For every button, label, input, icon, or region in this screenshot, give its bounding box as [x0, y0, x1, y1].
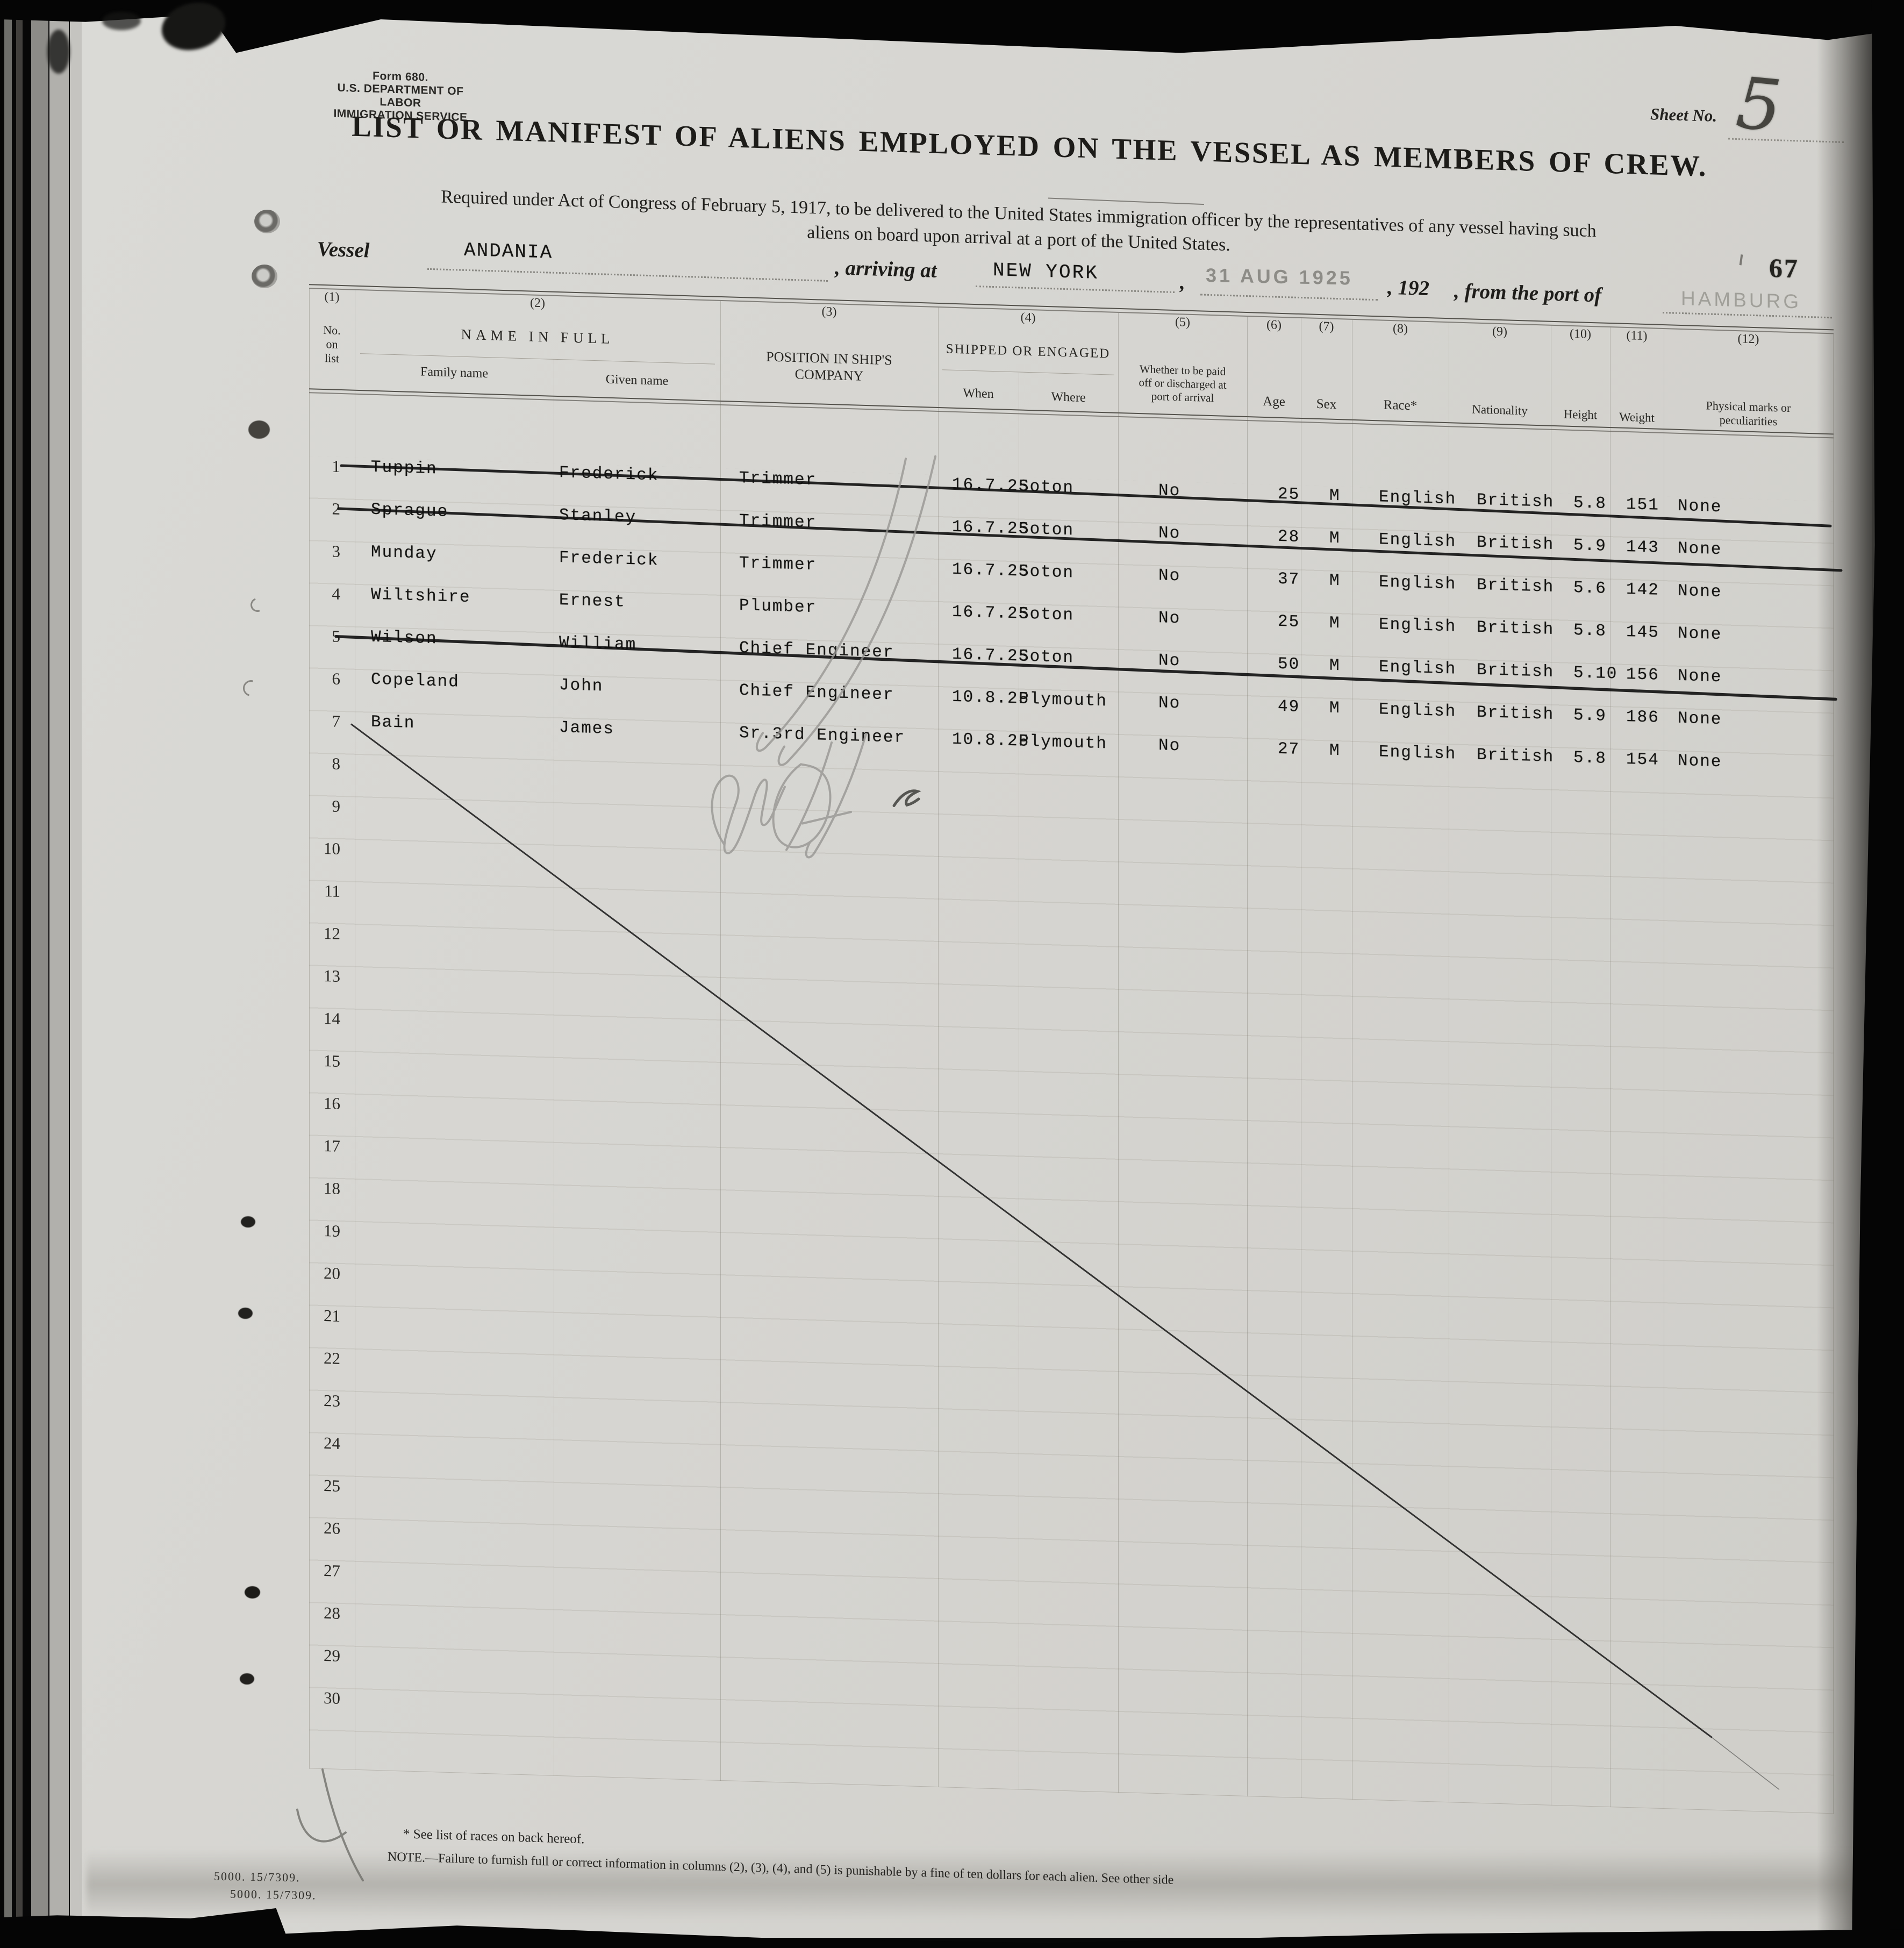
- binder-hole: [238, 1308, 253, 1319]
- paper-edge-strip: [4, 0, 12, 1948]
- strike-lines: [334, 464, 1843, 701]
- binder-hole: [240, 1673, 254, 1685]
- binder-eyelet: [254, 210, 280, 233]
- strike-row-5: [334, 634, 1837, 701]
- pencil-check-bottom: [296, 1768, 364, 1882]
- strike-row-2: [337, 507, 1843, 572]
- manifest-content: Form 680. U.S. DEPARTMENT OF LABOR IMMIG…: [51, 15, 1879, 1948]
- manifest-page: [82, 12, 1872, 1938]
- hand-marks-overlay: [296, 455, 1843, 1882]
- paper-edge-strip: [31, 0, 48, 1948]
- binder-hole: [241, 1216, 255, 1228]
- paper-edge-strip: [16, 0, 23, 1948]
- cross-out-diagonal: [350, 723, 1780, 1790]
- binder-hole: [248, 420, 270, 439]
- binder-eyelet: [252, 265, 277, 288]
- torn-corner-blotch: [102, 12, 141, 30]
- pencil-check-dark: [892, 789, 921, 808]
- scan-edge-left: [0, 0, 4, 1948]
- page-bottom-shading: [86, 1850, 1860, 1920]
- paper-edge-strip: [49, 0, 69, 1948]
- torn-edge-notch: [47, 30, 70, 74]
- binder-hole: [245, 1586, 260, 1599]
- strike-row-1: [340, 464, 1832, 527]
- pencil-scribble: [711, 455, 936, 859]
